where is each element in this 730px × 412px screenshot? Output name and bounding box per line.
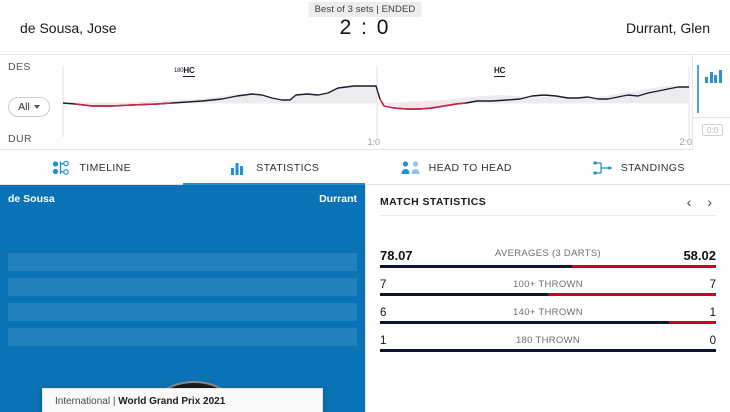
chart-annotation-2-hc: HC bbox=[494, 66, 506, 77]
chart-filter-value: All bbox=[18, 101, 30, 113]
chart-line-away-1 bbox=[74, 102, 173, 107]
chart-area-away-2 bbox=[378, 103, 472, 109]
stat-away-value: 1 bbox=[709, 307, 716, 319]
stat-row-averages: 78.07 AVERAGES (3 DARTS) 58.02 bbox=[380, 248, 716, 268]
tab-standings-label: STANDINGS bbox=[620, 161, 685, 174]
stat-bar bbox=[380, 265, 716, 268]
chart-tick-mid: 1:0 bbox=[367, 137, 381, 147]
stat-label: AVERAGES (3 DARTS) bbox=[495, 248, 601, 259]
chart-tick-end: 2:0 bbox=[679, 137, 692, 147]
bracket-icon bbox=[593, 159, 613, 177]
leg-score-badge: 0:0 bbox=[702, 124, 723, 136]
stat-home-value: 1 bbox=[380, 335, 387, 347]
left-pane-home-name: de Sousa bbox=[8, 193, 55, 205]
player-name-away: Durrant, Glen bbox=[625, 20, 710, 36]
list-item bbox=[8, 253, 357, 271]
chart-area-home-2 bbox=[386, 86, 689, 103]
list-item bbox=[8, 278, 357, 296]
stat-bar-home bbox=[380, 293, 548, 296]
stat-bar-away bbox=[548, 293, 716, 296]
chart-plot-area: 180HC HC 1:0 2:0 bbox=[62, 55, 692, 150]
stat-label: 140+ THROWN bbox=[513, 307, 583, 318]
chart-filter-select[interactable]: All bbox=[8, 97, 50, 117]
stat-row-180: 1 180 THROWN 0 bbox=[380, 335, 716, 352]
stat-bar-away bbox=[668, 321, 716, 324]
match-info-popup: International | World Grand Prix 2021 Tu… bbox=[42, 388, 323, 412]
chart-annotation-1-180: 180 bbox=[174, 68, 184, 74]
status-badge: Best of 3 sets | ENDED bbox=[308, 2, 422, 17]
bar-chart-icon[interactable] bbox=[705, 69, 723, 83]
chevron-right-icon[interactable]: › bbox=[707, 194, 712, 210]
chart-side-accent bbox=[697, 65, 699, 113]
chart-label-away: DUR bbox=[8, 133, 32, 145]
stat-home-value: 6 bbox=[380, 307, 387, 319]
popup-competition-prefix: International bbox=[55, 396, 111, 407]
stat-bar-home bbox=[380, 321, 669, 324]
chart-area-home-1 bbox=[63, 86, 377, 103]
chart-annotation-1: 180HC bbox=[174, 66, 195, 77]
chevron-down-icon bbox=[33, 105, 40, 109]
tab-timeline-label: TIMELINE bbox=[79, 161, 132, 174]
popup-competition-line: International | World Grand Prix 2021 bbox=[43, 389, 322, 412]
tab-head-to-head[interactable]: HEAD TO HEAD bbox=[365, 150, 548, 185]
tab-statistics-label: STATISTICS bbox=[256, 161, 320, 174]
stat-away-value: 58.02 bbox=[683, 248, 716, 263]
match-statistics-header: MATCH STATISTICS ‹ › bbox=[380, 185, 716, 216]
content-area: de Sousa Durrant 19 3 17 International |… bbox=[0, 185, 730, 412]
left-pane-rows bbox=[8, 253, 357, 353]
chart-svg bbox=[62, 67, 690, 137]
chart-annotation-1-hc: HC bbox=[183, 66, 195, 77]
list-item bbox=[8, 303, 357, 321]
chevron-left-icon[interactable]: ‹ bbox=[686, 194, 692, 210]
match-statistics-pane: MATCH STATISTICS ‹ › 78.07 AVERAGES (3 D… bbox=[365, 185, 730, 412]
stat-away-value: 0 bbox=[709, 335, 716, 347]
tab-timeline[interactable]: TIMELINE bbox=[0, 150, 183, 185]
chart-annotation-2: HC bbox=[494, 66, 506, 77]
stat-away-value: 7 bbox=[709, 279, 716, 291]
stat-bar bbox=[380, 349, 716, 352]
divider bbox=[693, 117, 730, 118]
tab-head-to-head-label: HEAD TO HEAD bbox=[428, 161, 512, 174]
stat-bar bbox=[380, 321, 716, 324]
popup-competition-separator: | bbox=[112, 396, 116, 407]
timeline-icon bbox=[51, 159, 71, 177]
stat-bar bbox=[380, 293, 716, 296]
match-score: 2 : 0 bbox=[339, 16, 391, 39]
chart-label-home: DES bbox=[8, 61, 31, 73]
stat-home-value: 78.07 bbox=[380, 248, 413, 263]
momentum-chart: DES DUR All bbox=[0, 55, 730, 150]
player-name-home: de Sousa, Jose bbox=[20, 20, 117, 36]
two-people-icon bbox=[401, 159, 421, 177]
stat-label: 180 THROWN bbox=[515, 335, 581, 346]
match-header: Best of 3 sets | ENDED de Sousa, Jose 2 … bbox=[0, 0, 730, 55]
tab-standings[interactable]: STANDINGS bbox=[548, 150, 730, 185]
chart-line-away-2 bbox=[379, 98, 467, 110]
stat-home-value: 7 bbox=[380, 279, 387, 291]
left-visual-pane: de Sousa Durrant 19 3 17 International |… bbox=[0, 185, 365, 412]
page-title: MATCH STATISTICS bbox=[380, 196, 487, 208]
chart-side-panel: 0:0 bbox=[692, 55, 730, 150]
statistics-list: 78.07 AVERAGES (3 DARTS) 58.02 7 100+ TH… bbox=[380, 216, 716, 352]
stat-row-140plus: 6 140+ THROWN 1 bbox=[380, 307, 716, 324]
bar-chart-icon bbox=[228, 159, 248, 177]
stat-bar-home bbox=[380, 265, 572, 268]
popup-competition-name: World Grand Prix 2021 bbox=[118, 396, 226, 407]
list-item bbox=[8, 328, 357, 346]
tab-bar: TIMELINE STATISTICS HEAD bbox=[0, 150, 730, 186]
stat-bar-home bbox=[380, 349, 716, 352]
statistics-nav: ‹ › bbox=[687, 195, 716, 209]
stat-row-100plus: 7 100+ THROWN 7 bbox=[380, 279, 716, 296]
left-pane-away-name: Durrant bbox=[319, 193, 357, 205]
stat-bar-away bbox=[571, 265, 716, 268]
tab-statistics[interactable]: STATISTICS bbox=[182, 150, 366, 186]
stat-label: 100+ THROWN bbox=[513, 279, 583, 290]
